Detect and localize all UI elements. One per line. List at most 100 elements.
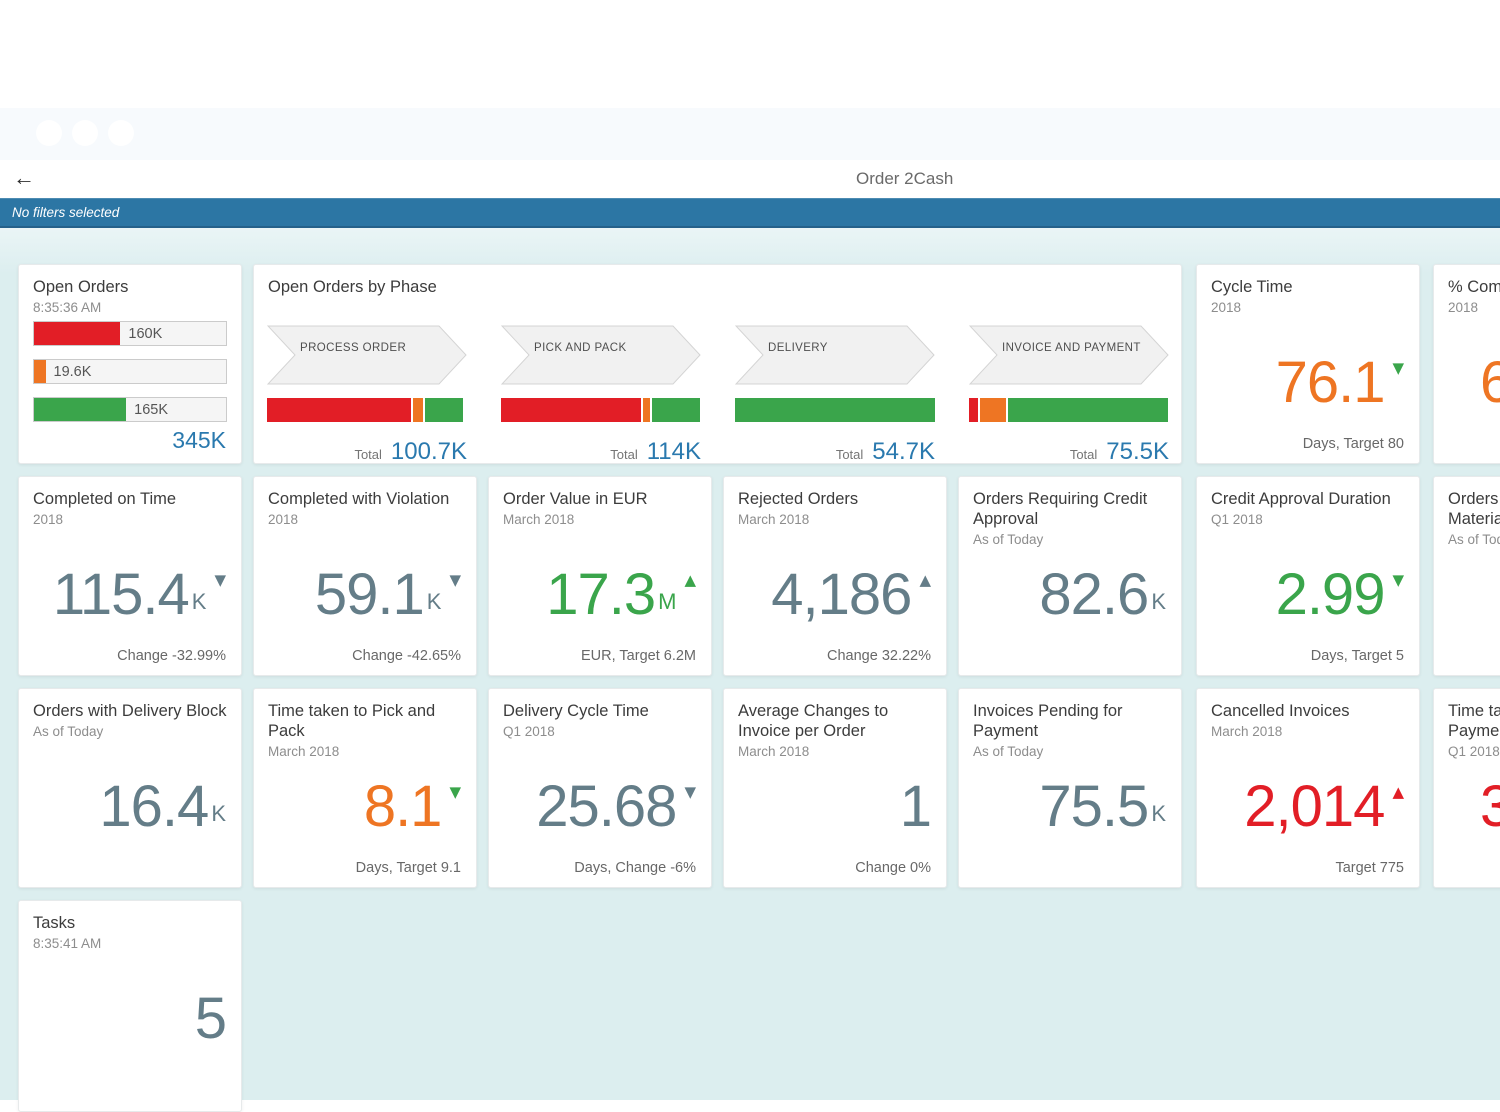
chevron-shape: DELIVERY [735,325,935,385]
chevron-shape: PICK AND PACK [501,325,701,385]
tile-footer: Days, Target 9.1 [355,860,461,876]
kpi-unit: K [211,801,226,827]
tile-subtitle: 8:35:36 AM [33,300,102,316]
kpi-number: 2,014 [1244,774,1385,839]
window-control-dot[interactable] [72,120,98,146]
bar-fill-orange [34,360,46,383]
tile-title: % Completed [1448,278,1500,296]
kpi-value: 8.1 ▼ [264,777,461,836]
kpi-number: 5 [194,986,227,1051]
tile-title: Open Orders [33,278,129,296]
tile-tasks[interactable]: Tasks 8:35:41 AM 5 [18,900,242,1112]
kpi-number: 115.4 [52,562,190,627]
tile-footer: Days, Change -6% [574,860,696,876]
kpi-number: 76.1 [1275,350,1386,415]
kpi-number: 4,186 [771,562,912,627]
kpi-number: 68.3 [1480,350,1500,415]
tile-footer: Days, Target 5 [1310,648,1404,664]
trend-down-icon: ▼ [1392,359,1404,377]
tile-pct-completed[interactable]: % Completed 2018 68.3 [1433,264,1500,464]
tile-credit-approval-duration[interactable]: Credit Approval Duration Q1 2018 2.99 ▼ … [1196,476,1420,676]
tile-title: Credit Approval Duration [1211,490,1391,508]
segment [980,398,1006,422]
tile-subtitle: 8:35:41 AM [33,936,102,952]
kpi-number: 17.3 [546,562,656,627]
phase-process-order: PROCESS ORDER Total 100.7K [267,325,467,466]
kpi-number: 16.4 [99,774,209,839]
kpi-value: 68.3 [1480,353,1500,412]
tile-title: Time taken to Process Payment [1448,702,1500,741]
tile-order-value-eur[interactable]: Order Value in EUR March 2018 17.3 M ▲ E… [488,476,712,676]
stacked-bar [735,398,935,422]
kpi-number: 82.6 [1039,562,1149,627]
window-control-dot[interactable] [108,120,134,146]
tile-title: Orders Requiring Credit Approval [973,490,1148,529]
trend-down-icon: ▼ [214,571,226,589]
bar-label: 19.6K [53,363,92,380]
total-label: Total [835,447,864,462]
tile-orders-with-missing-materials[interactable]: Orders with Missing Materials As of Toda… [1433,476,1500,676]
tile-subtitle: 2018 [1211,300,1242,316]
tile-title: Order Value in EUR [503,490,648,508]
back-icon[interactable]: ← [13,165,35,190]
tile-subtitle: March 2018 [503,512,575,528]
tile-rejected-orders[interactable]: Rejected Orders March 2018 4,186 ▲ Chang… [723,476,947,676]
tile-cycle-time[interactable]: Cycle Time 2018 76.1 ▼ Days, Target 80 [1196,264,1420,464]
segment [267,398,411,422]
total-value: 75.5K [1106,438,1169,465]
tile-subtitle: March 2018 [268,744,340,760]
total-label: Total [610,447,638,462]
segment [643,398,650,422]
segment [735,398,935,422]
tile-footer: Change 32.22% [827,648,931,664]
tile-delivery-cycle-time[interactable]: Delivery Cycle Time Q1 2018 25.68 ▼ Days… [488,688,712,888]
tile-title: Rejected Orders [738,490,859,508]
filter-bar[interactable]: No filters selected [0,198,1500,228]
kpi-unit: K [426,589,442,615]
tile-subtitle: 2018 [268,512,299,528]
kpi-unit: M [658,589,677,615]
total-label: Total [354,447,382,462]
trend-up-icon: ▲ [919,571,931,589]
tile-title: Completed on Time [33,490,177,508]
tile-time-to-pick-and-pack[interactable]: Time taken to Pick and Pack March 2018 8… [253,688,477,888]
tile-completed-on-time[interactable]: Completed on Time 2018 115.4 K ▼ Change … [18,476,242,676]
phase-row: PROCESS ORDER Total 100.7K PICK AND PACK [267,325,1169,466]
kpi-value: 2.99 ▼ [1207,565,1404,624]
tile-footer: Target 775 [1335,860,1404,876]
bar-label: 160K [128,325,163,342]
tile-footer: EUR, Target 6.2M [581,648,696,664]
tile-invoices-pending-payment[interactable]: Invoices Pending for Payment As of Today… [958,688,1182,888]
tile-orders-requiring-credit-approval[interactable]: Orders Requiring Credit Approval As of T… [958,476,1182,676]
tile-completed-with-violation[interactable]: Completed with Violation 2018 59.1 K ▼ C… [253,476,477,676]
total-value: 114K [646,438,701,465]
chevron-shape: INVOICE AND PAYMENT [969,325,1169,385]
phase-total: Total 100.7K [267,438,467,466]
stacked-bar [267,398,467,422]
trend-down-icon: ▼ [1392,571,1404,589]
tile-footer: Change -42.65% [352,648,461,664]
tile-orders-with-delivery-block[interactable]: Orders with Delivery Block As of Today 1… [18,688,242,888]
kpi-value: 3.5 [1480,777,1500,836]
tile-average-changes-to-invoice[interactable]: Average Changes to Invoice per Order Mar… [723,688,947,888]
stacked-bar [969,398,1169,422]
trend-down-icon: ▼ [449,571,461,589]
tile-title: Cancelled Invoices [1211,702,1350,720]
tile-time-taken-payment[interactable]: Time taken to Process Payment Q1 2018 3.… [1433,688,1500,888]
tile-subtitle: As of Today [33,724,104,740]
total-value: 54.7K [872,438,935,465]
kpi-number: 59.1 [314,562,425,627]
tile-open-orders-by-phase[interactable]: Open Orders by Phase PROCESS ORDER Total… [253,264,1182,466]
kpi-number: 8.1 [363,774,443,839]
segment [413,398,423,422]
tile-open-orders[interactable]: Open Orders 8:35:36 AM 160K 19.6K 165K 3… [18,264,242,464]
tile-subtitle: March 2018 [738,512,810,528]
tile-subtitle: March 2018 [738,744,810,760]
tile-subtitle: As of Today [1448,532,1500,548]
tile-title: Orders with Missing Materials [1448,490,1500,529]
window-control-dot[interactable] [36,120,62,146]
total-value: 100.7K [390,438,467,465]
tile-cancelled-invoices[interactable]: Cancelled Invoices March 2018 2,014 ▲ Ta… [1196,688,1420,888]
bar-track: 19.6K [33,359,227,384]
segment [425,398,463,422]
